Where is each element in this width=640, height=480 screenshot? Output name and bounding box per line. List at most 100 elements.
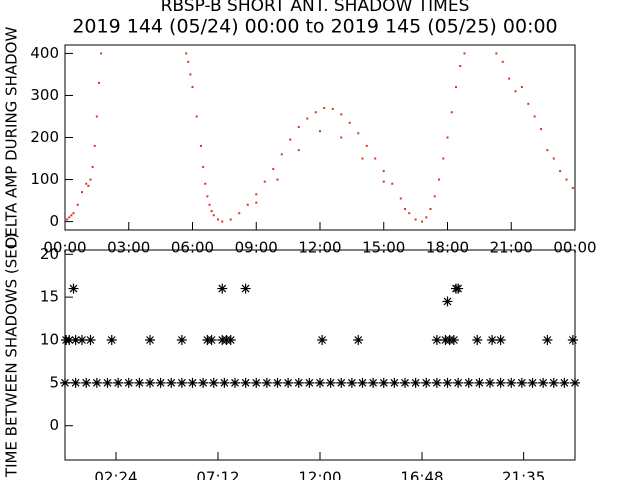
point bbox=[225, 335, 236, 345]
point bbox=[93, 144, 96, 147]
point bbox=[219, 377, 230, 388]
point bbox=[487, 335, 498, 345]
x-tick-label: 15:00 bbox=[362, 239, 405, 257]
x-tick-label: 03:00 bbox=[107, 239, 150, 257]
point bbox=[565, 178, 568, 181]
point bbox=[66, 218, 69, 221]
point bbox=[442, 377, 453, 388]
point bbox=[346, 377, 357, 388]
point bbox=[546, 149, 549, 152]
point bbox=[238, 212, 241, 215]
point bbox=[304, 377, 315, 388]
point bbox=[410, 377, 421, 388]
point bbox=[255, 201, 258, 204]
point bbox=[261, 377, 272, 388]
y-tick-label: 10 bbox=[40, 331, 59, 349]
point bbox=[276, 178, 279, 181]
point bbox=[408, 212, 411, 215]
point bbox=[70, 214, 73, 217]
point bbox=[559, 377, 570, 388]
y-tick-label: 15 bbox=[40, 288, 59, 306]
x-tick-label: 16:48 bbox=[400, 469, 443, 480]
x-tick-label: 21:00 bbox=[490, 239, 533, 257]
point bbox=[95, 115, 98, 118]
point bbox=[446, 136, 449, 139]
y-tick-label: 5 bbox=[49, 373, 59, 391]
point bbox=[459, 65, 462, 68]
y-tick-label: 20 bbox=[40, 245, 59, 263]
point bbox=[206, 335, 217, 345]
point bbox=[463, 377, 474, 388]
point bbox=[378, 377, 389, 388]
point bbox=[389, 377, 400, 388]
point bbox=[538, 377, 549, 388]
point bbox=[431, 335, 442, 345]
point bbox=[501, 60, 504, 63]
point bbox=[442, 296, 453, 307]
point bbox=[145, 335, 155, 345]
point bbox=[495, 335, 506, 345]
point bbox=[357, 132, 360, 135]
point bbox=[255, 193, 258, 196]
point bbox=[91, 377, 102, 388]
point bbox=[453, 377, 464, 388]
point bbox=[81, 377, 92, 388]
point bbox=[195, 115, 198, 118]
point bbox=[495, 52, 498, 55]
point bbox=[527, 377, 538, 388]
point bbox=[472, 335, 483, 345]
plot-frame bbox=[64, 249, 576, 461]
point bbox=[91, 165, 94, 168]
point bbox=[155, 377, 166, 388]
point bbox=[166, 377, 177, 388]
x-tick-label: 18:00 bbox=[426, 239, 469, 257]
point bbox=[442, 157, 445, 160]
y-tick-label: 200 bbox=[30, 128, 59, 146]
point bbox=[514, 90, 517, 93]
point bbox=[431, 377, 442, 388]
point bbox=[429, 207, 432, 210]
point bbox=[100, 52, 103, 55]
point bbox=[60, 377, 70, 388]
point bbox=[191, 86, 194, 89]
point bbox=[240, 283, 251, 294]
point bbox=[240, 377, 251, 388]
point bbox=[72, 212, 75, 215]
x-tick-label: 09:00 bbox=[235, 239, 278, 257]
point bbox=[319, 130, 321, 133]
point bbox=[495, 377, 506, 388]
point bbox=[283, 377, 294, 388]
point bbox=[68, 283, 79, 294]
point bbox=[64, 335, 75, 345]
x-tick-label: 07:12 bbox=[196, 469, 239, 480]
point bbox=[246, 203, 249, 206]
point bbox=[315, 377, 325, 388]
point bbox=[187, 377, 198, 388]
point bbox=[365, 144, 368, 147]
point bbox=[229, 218, 232, 221]
point bbox=[463, 52, 466, 55]
point bbox=[548, 377, 559, 388]
point bbox=[399, 197, 402, 200]
point bbox=[272, 377, 283, 388]
point bbox=[570, 377, 580, 388]
point bbox=[314, 111, 317, 114]
point bbox=[516, 377, 527, 388]
point bbox=[81, 191, 83, 194]
point bbox=[357, 377, 368, 388]
point bbox=[433, 195, 436, 198]
plot-frame bbox=[64, 44, 576, 231]
point bbox=[187, 60, 190, 63]
point bbox=[340, 113, 343, 116]
point bbox=[98, 81, 100, 84]
point bbox=[208, 377, 219, 388]
point bbox=[438, 178, 440, 181]
point bbox=[453, 283, 464, 294]
point bbox=[297, 149, 300, 152]
point bbox=[391, 182, 394, 185]
x-tick-label: 12:00 bbox=[298, 239, 341, 257]
point bbox=[506, 377, 517, 388]
point bbox=[421, 377, 432, 388]
point bbox=[212, 214, 215, 217]
point bbox=[251, 377, 262, 388]
